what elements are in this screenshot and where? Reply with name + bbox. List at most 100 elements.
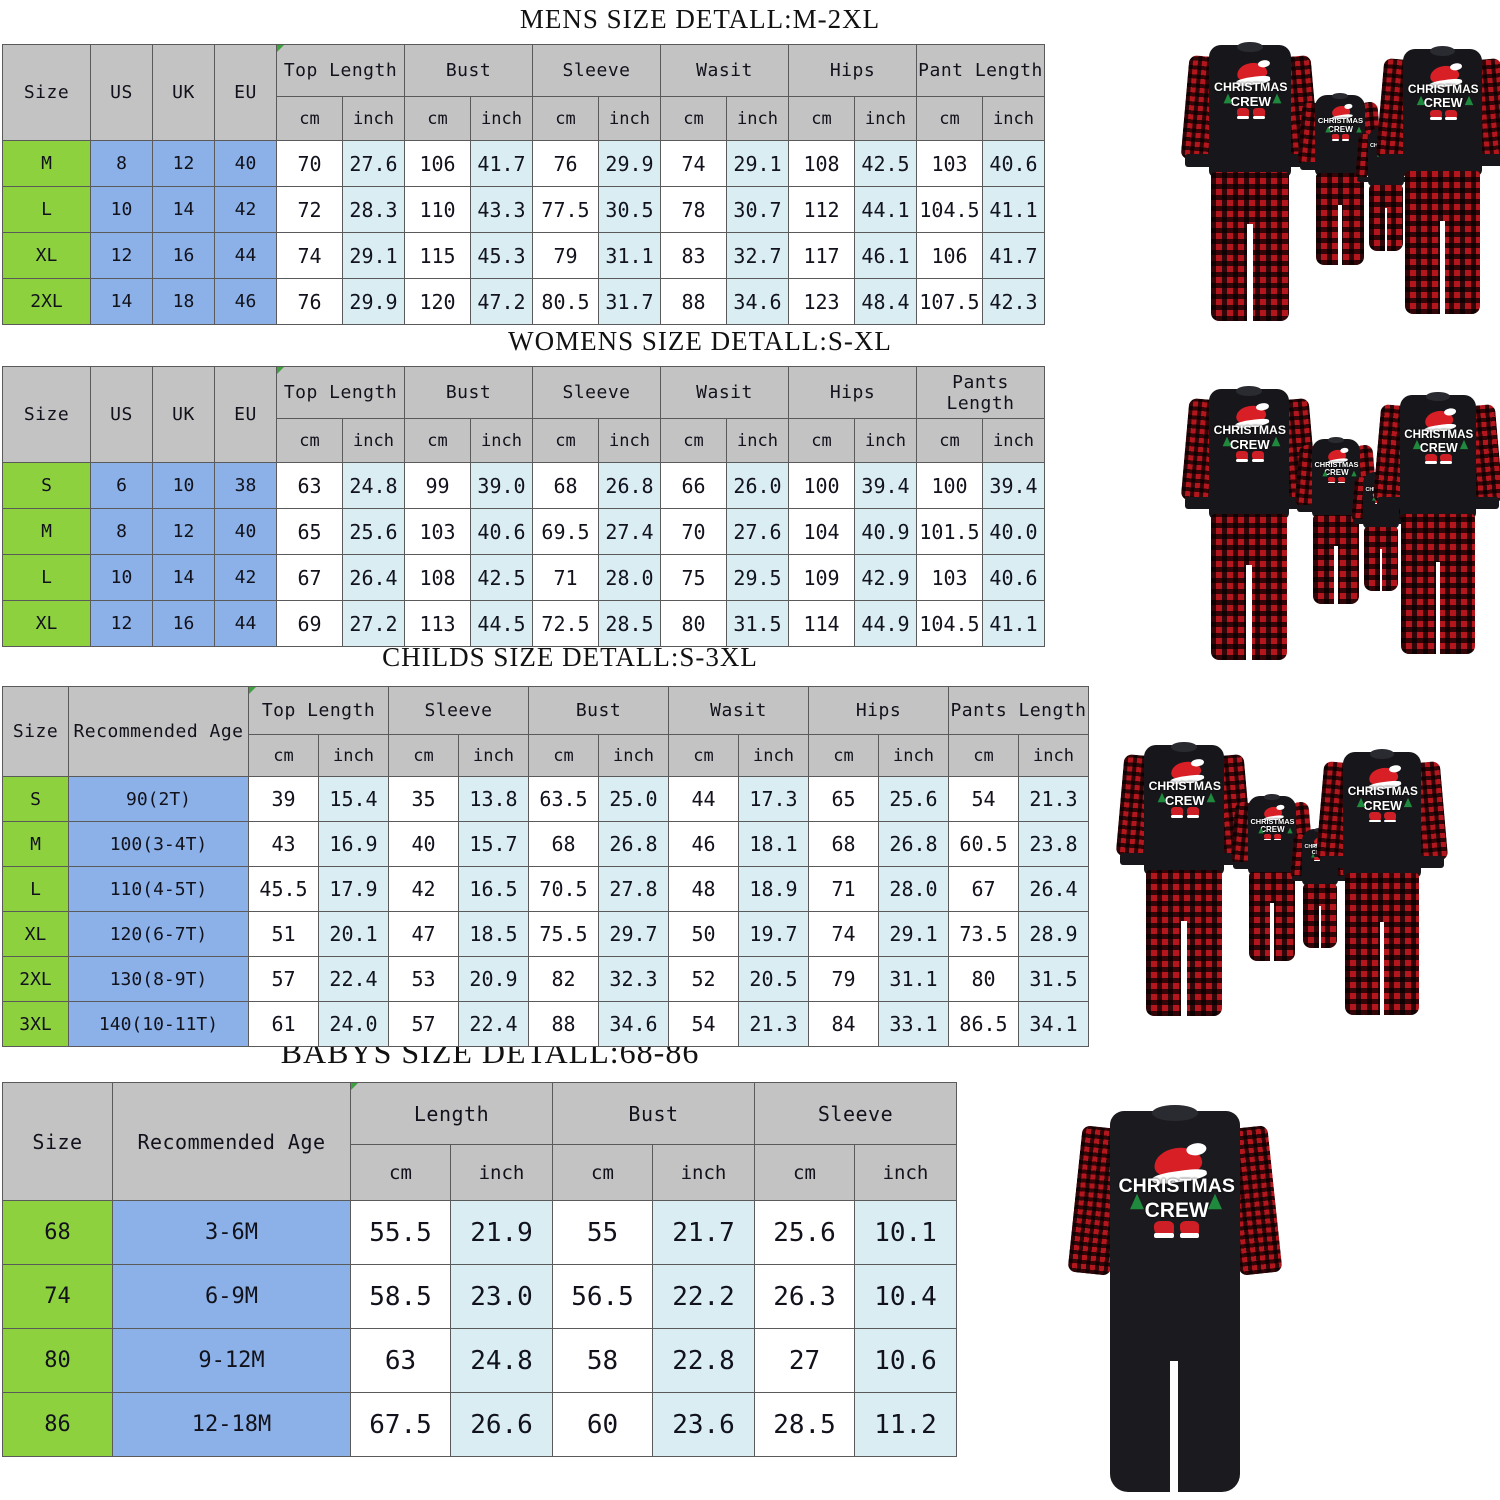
cell-cm: 101.5: [916, 508, 983, 555]
cell-cm: 70: [276, 140, 343, 187]
childs-table-title: CHILDS SIZE DETALL:S-3XL: [382, 642, 758, 672]
row-size-label: 80: [2, 1328, 113, 1393]
cell-inch: 27.8: [598, 866, 669, 912]
cell-inch: 41.7: [470, 140, 533, 187]
cell-inch: 20.1: [318, 911, 389, 957]
cell-inch: 28.0: [598, 554, 661, 601]
cell-cm: 100: [788, 462, 855, 509]
cell-inch: 25.6: [878, 776, 949, 822]
sleeve-cuff: [1377, 497, 1405, 509]
table-row: L 10 14 42 72 28.3 110 43.3 77.5 30.5 78 30.7 112 44.…: [2, 186, 1045, 233]
santa-boot-icon: [1263, 834, 1272, 841]
row-size-label: 3XL: [2, 1001, 69, 1047]
unit-header-cm: cm: [754, 1144, 855, 1201]
cell-inch: 20.9: [458, 956, 529, 1002]
cell-cm: 71: [532, 554, 599, 601]
cell-inch: 26.0: [726, 462, 789, 509]
product-photo-family-set-womens[interactable]: CHRISTMASCREWCHRISTMASCREWCHRISTMASCREWC…: [1180, 384, 1500, 661]
cell-cm: 65: [276, 508, 343, 555]
cell-cm: 99: [404, 462, 471, 509]
cell-cm: 107.5: [916, 278, 983, 325]
measure-group-pant-length: Pant Length: [916, 44, 1045, 97]
christmas-tree-icon: [1157, 792, 1167, 803]
row-lead-value: 8: [90, 508, 153, 555]
unit-header-cm: cm: [276, 418, 343, 463]
row-size-label: 2XL: [2, 278, 91, 325]
product-photo-family-set-childs[interactable]: CHRISTMASCREWCHRISTMASCREWCHRISTMASCREWC…: [1115, 735, 1490, 1017]
unit-header-inch: inch: [342, 418, 405, 463]
neckline: [1152, 1105, 1198, 1122]
christmas-tree-icon: [1129, 1193, 1144, 1209]
cell-inch: 29.9: [598, 140, 661, 187]
table-header-row-groups: Size US UK EU Top Length Bust Sleeve Wasit Hips P…: [2, 366, 1045, 463]
cell-cm: 56.5: [552, 1264, 653, 1329]
row-size-label: M: [2, 140, 91, 187]
cell-inch: 41.7: [982, 232, 1045, 279]
unit-header-cm: cm: [660, 418, 727, 463]
product-photo-family-set-mens[interactable]: CHRISTMASCREWCHRISTMASCREWCHRISTMASCREWC…: [1180, 34, 1500, 326]
cell-inch: 18.5: [458, 911, 529, 957]
cell-inch: 20.5: [738, 956, 809, 1002]
table-header-row-units: cm inch cm inch cm inch cm inch cm inch cm inch: [3, 418, 1045, 463]
col-header-recommended-age: Recommended Age: [112, 1082, 351, 1201]
unit-header-inch: inch: [598, 418, 661, 463]
cell-cm: 39: [248, 776, 319, 822]
cell-inch: 40.9: [854, 508, 917, 555]
cell-inch: 24.8: [450, 1328, 553, 1393]
cell-inch: 41.1: [982, 600, 1045, 647]
row-lead-value: 12: [152, 140, 215, 187]
table-header-row-units: cm inch cm inch cm inch: [3, 1144, 957, 1201]
unit-header-inch: inch: [738, 734, 809, 777]
row-lead-value: 12: [90, 600, 153, 647]
cell-inch: 28.9: [1018, 911, 1089, 957]
col-header-us: US: [90, 366, 153, 463]
neckline: [1264, 794, 1280, 801]
cell-cm: 106: [404, 140, 471, 187]
cell-cm: 75: [660, 554, 727, 601]
pant-leg-gap: [1338, 205, 1342, 265]
table-row: 2XL 14 18 46 76 29.9 120 47.2 80.5 31.7 88 34.6 123 4…: [2, 278, 1045, 325]
sleeve-cuff: [1120, 852, 1149, 865]
row-size-label: 86: [2, 1392, 113, 1457]
cell-cm: 106: [916, 232, 983, 279]
row-lead-value: 10: [152, 462, 215, 509]
cell-inch: 46.1: [854, 232, 917, 279]
cell-cm: 55: [552, 1200, 653, 1265]
row-lead-value: 38: [214, 462, 277, 509]
cell-cm: 48: [668, 866, 739, 912]
santa-boot-icon: [1236, 108, 1250, 120]
cell-inch: 32.3: [598, 956, 669, 1002]
cell-inch: 23.8: [1018, 821, 1089, 867]
measure-group-hips: Hips: [808, 686, 949, 735]
mens-table-title: MENS SIZE DETALL:M-2XL: [519, 4, 881, 34]
col-header-us: US: [90, 44, 153, 141]
cell-cm: 66: [660, 462, 727, 509]
col-header-eu: EU: [214, 44, 277, 141]
santa-boot-icon: [1337, 477, 1346, 484]
christmas-tree-icon: [1413, 440, 1422, 450]
row-lead-value: 14: [152, 186, 215, 233]
cell-inch: 13.8: [458, 776, 529, 822]
cell-cm: 65: [808, 776, 879, 822]
cell-inch: 29.9: [342, 278, 405, 325]
row-size-label: S: [2, 462, 91, 509]
christmas-tree-icon: [1272, 93, 1282, 103]
cell-cm: 88: [528, 1001, 599, 1047]
christmas-tree-icon: [1223, 93, 1232, 103]
unit-header-cm: cm: [948, 734, 1019, 777]
christmas-tree-icon: [1416, 95, 1426, 105]
cell-cm: 104: [788, 508, 855, 555]
adult-mens-set: CHRISTMAS CREW: [1180, 40, 1320, 326]
cell-cm: 115: [404, 232, 471, 279]
cell-cm: 67: [276, 554, 343, 601]
christmas-tree-icon: [1311, 853, 1316, 858]
sleeve-cuff: [1233, 861, 1251, 869]
hat-pompom-icon: [1276, 804, 1285, 810]
cell-cm: 54: [668, 1001, 739, 1047]
cell-cm: 60.5: [948, 821, 1019, 867]
santa-boot-icon: [1440, 454, 1452, 465]
unit-header-inch: inch: [598, 96, 661, 141]
product-photo-baby-romper[interactable]: CHRISTMAS CREW: [1055, 1100, 1345, 1492]
cell-inch: 34.6: [598, 1001, 669, 1047]
cell-cm: 68: [532, 462, 599, 509]
